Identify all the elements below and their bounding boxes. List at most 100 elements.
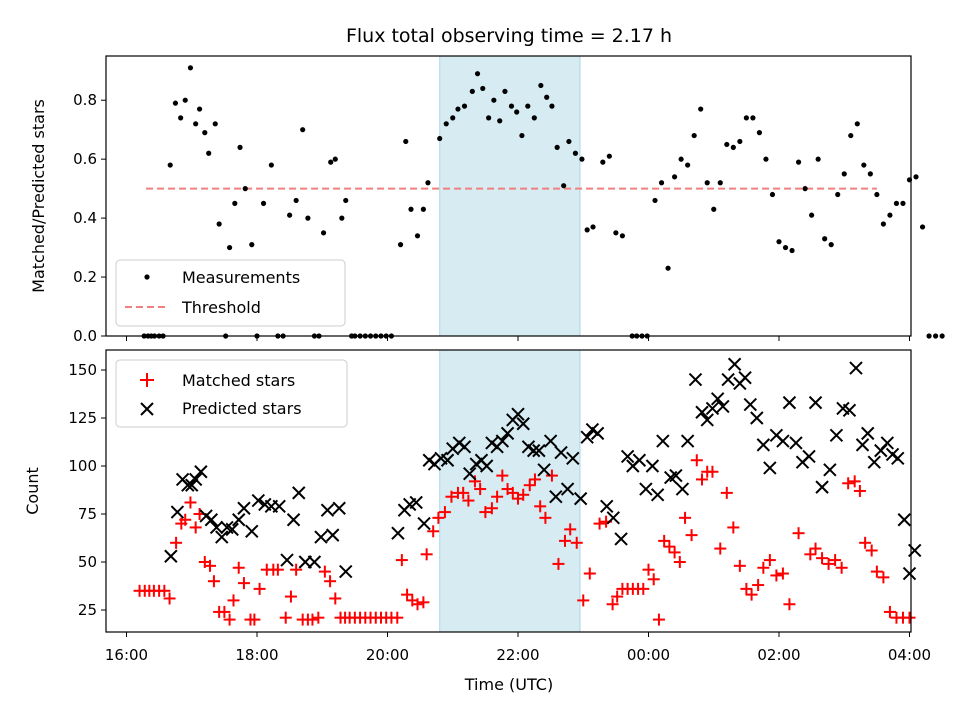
predicted-star-point — [463, 466, 477, 481]
measurement-point — [300, 127, 306, 133]
measurement-point — [584, 227, 590, 233]
matched-star-point — [809, 542, 822, 555]
measurement-point — [939, 333, 945, 339]
measurement-point — [730, 144, 736, 150]
measurement-point — [425, 180, 431, 186]
x-tick-label: 00:00 — [627, 646, 670, 664]
matched-star-point — [706, 465, 719, 478]
top-x-ticks — [126, 336, 910, 341]
matched-star-point — [658, 534, 671, 547]
matched-star-point — [770, 569, 783, 582]
matched-star-point — [877, 571, 890, 584]
matched-star-point — [158, 584, 171, 597]
measurement-point — [531, 115, 537, 121]
measurement-point — [828, 242, 834, 248]
predicted-star-point — [721, 372, 735, 387]
measurement-point — [343, 197, 349, 204]
measurement-point — [461, 103, 468, 109]
predicted-star-point — [789, 436, 803, 450]
measurement-point — [652, 197, 658, 204]
predicted-star-point — [215, 530, 229, 544]
measurement-point — [782, 244, 789, 251]
measurement-point — [887, 212, 893, 218]
bottom-x-ticks: 16:00 18:00 20:00 22:00 00:00 02:00 04:00 — [105, 632, 931, 664]
matched-star-point — [668, 546, 681, 559]
measurement-point — [572, 150, 579, 156]
predicted-star-point — [307, 555, 322, 569]
measurement-point — [600, 159, 606, 165]
matched-star-point — [714, 542, 727, 555]
predicted-star-point — [880, 436, 895, 450]
measurement-point — [933, 333, 939, 339]
predicted-star-point — [532, 443, 546, 458]
matched-star-point — [752, 579, 765, 592]
predicted-star-point — [645, 459, 660, 473]
predicted-star-point — [232, 513, 246, 527]
measurement-point — [926, 333, 932, 339]
measurement-point — [497, 118, 503, 124]
predicted-star-point — [849, 361, 863, 375]
matched-star-point — [506, 486, 519, 499]
predicted-star-point — [237, 501, 251, 515]
matched-star-point — [637, 582, 650, 595]
measurement-point — [678, 156, 684, 162]
measurement-point — [167, 162, 173, 168]
measurement-point — [724, 141, 730, 148]
measurement-point — [802, 186, 808, 192]
predicted-star-point — [537, 463, 551, 477]
predicted-star-point — [549, 490, 563, 504]
bottom-y-tick-label: 125 — [68, 409, 97, 427]
legend-label-matched: Matched stars — [182, 371, 295, 390]
matched-star-point — [545, 469, 558, 482]
predicted-star-point — [225, 522, 239, 537]
predicted-star-point — [314, 530, 328, 544]
matched-star-point — [865, 544, 878, 557]
predicted-star-point — [782, 395, 797, 410]
bottom-y-axis-label: Count — [23, 467, 42, 515]
x-tick-label: 20:00 — [366, 646, 409, 664]
measurement-point — [187, 65, 194, 71]
predicted-star-point — [606, 511, 620, 525]
matched-star-point — [284, 590, 297, 603]
measurement-point — [549, 103, 555, 109]
predicted-star-point — [815, 480, 829, 494]
matched-star-point — [417, 596, 430, 609]
predicted-star-point — [861, 426, 875, 441]
matched-star-point — [445, 490, 458, 503]
matched-star-point — [593, 517, 606, 530]
matched-star-point — [663, 540, 676, 553]
predicted-star-point — [763, 461, 777, 475]
measurement-point — [491, 97, 497, 103]
predicted-star-point — [391, 526, 405, 540]
matched-star-point — [290, 563, 303, 576]
predicted-star-point — [727, 357, 742, 371]
predicted-star-point — [170, 505, 185, 519]
measurement-point — [554, 144, 560, 150]
predicted-star-point — [280, 553, 294, 567]
bottom-y-tick-label: 25 — [78, 601, 97, 619]
predicted-star-point — [639, 482, 653, 496]
measurement-point — [502, 88, 508, 94]
x-tick-label: 22:00 — [496, 646, 539, 664]
measurement-point — [196, 106, 203, 112]
matched-star-point — [523, 479, 536, 492]
matched-star-point — [485, 502, 498, 515]
matched-star-point — [570, 536, 583, 549]
matched-star-point — [223, 613, 236, 626]
legend-marker-predicted — [140, 402, 154, 416]
top-legend-box — [115, 259, 346, 327]
measurement-point — [237, 144, 243, 150]
matched-star-point — [696, 473, 709, 486]
matched-star-point — [763, 554, 776, 567]
measurement-point — [658, 180, 665, 186]
measurement-point — [249, 242, 255, 248]
matched-star-point — [642, 563, 655, 576]
measurement-point — [172, 100, 179, 106]
predicted-star-point — [409, 495, 423, 510]
predicted-star-point — [209, 520, 224, 535]
measurement-point — [320, 230, 327, 236]
predicted-star-point — [855, 438, 870, 452]
matched-star-point — [564, 523, 577, 536]
matched-star-point — [279, 611, 292, 624]
measurement-point — [665, 265, 671, 271]
